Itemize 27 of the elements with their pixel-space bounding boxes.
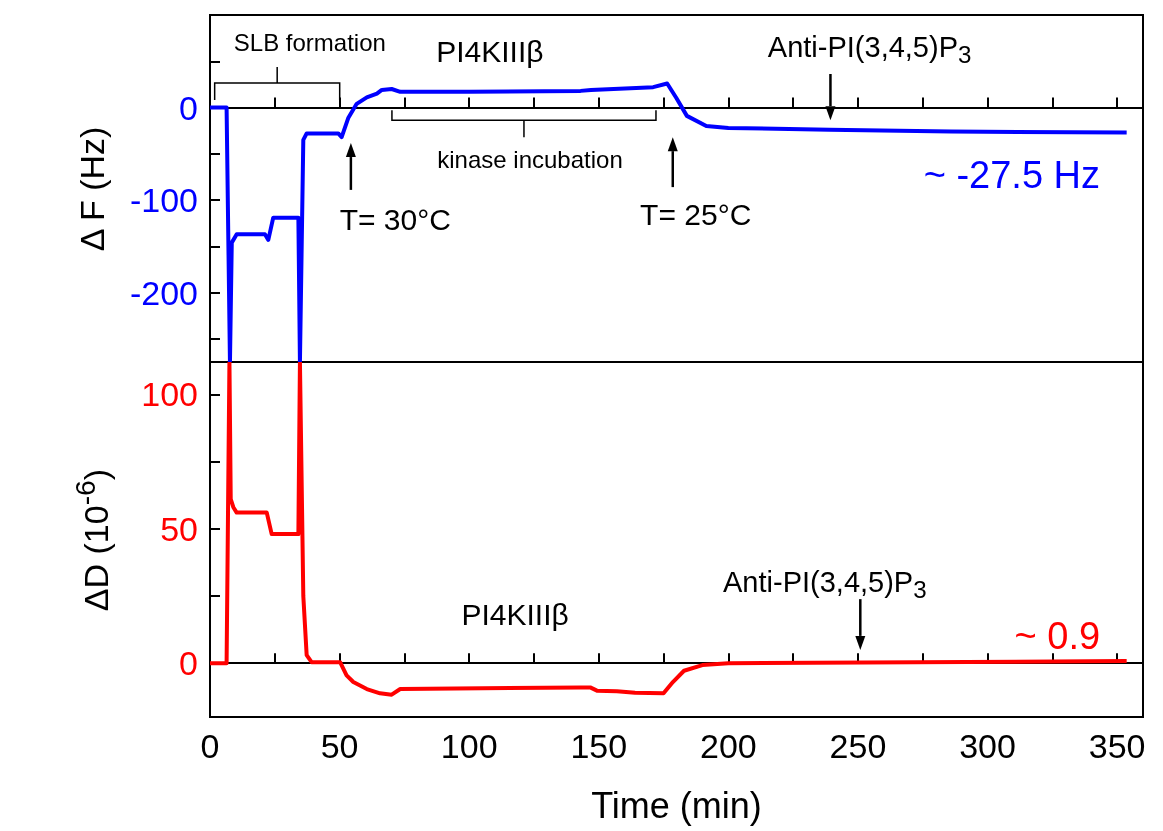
x-tick-label: 200 xyxy=(699,727,757,765)
annotation: PI4KIIIβ xyxy=(461,598,569,632)
y-axis-title: Δ F (Hz) xyxy=(73,126,111,251)
annotation: PI4KIIIβ xyxy=(436,35,544,69)
annotation: T= 25°C xyxy=(640,197,752,231)
y-tick-label: 0 xyxy=(179,644,198,683)
x-tick-label: 100 xyxy=(440,727,498,765)
y-tick-label: 100 xyxy=(141,375,198,414)
annotation: Anti-PI(3,4,5)P$_{3}$ xyxy=(767,30,972,69)
x-axis-title: Time (min) xyxy=(591,784,762,826)
x-tick-label: 50 xyxy=(320,727,359,765)
annotation: T= 30°C xyxy=(339,203,451,237)
annotation: ~ 0.9 xyxy=(1014,615,1101,658)
annotation: ~ -27.5 Hz xyxy=(923,153,1101,196)
line-series xyxy=(208,362,1129,697)
y-tick-label: 50 xyxy=(160,509,198,548)
y-tick-label: -100 xyxy=(129,181,198,220)
annotation: kinase incubation xyxy=(437,146,623,174)
line-series xyxy=(208,81,1129,362)
y-tick-label: -200 xyxy=(129,273,198,312)
x-tick-label: 350 xyxy=(1088,727,1146,765)
x-tick-label: 150 xyxy=(570,727,628,765)
x-tick-label: 250 xyxy=(829,727,887,765)
y-tick-label: 0 xyxy=(179,88,198,127)
annotation: SLB formation xyxy=(233,29,386,57)
x-tick-label: 300 xyxy=(959,727,1016,765)
annotation: Anti-PI(3,4,5)P$_{3}$ xyxy=(723,565,927,604)
